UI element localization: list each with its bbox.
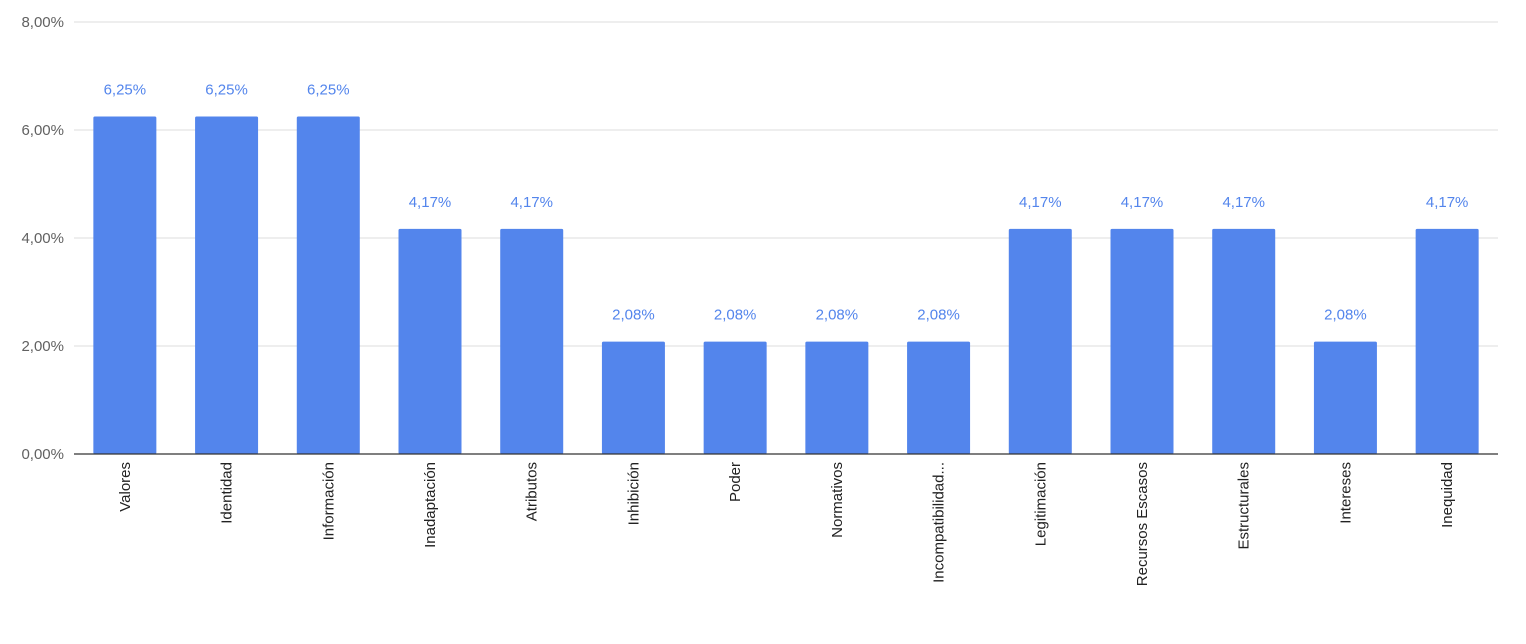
data-label: 2,08% bbox=[816, 307, 859, 324]
x-category-label: Incompatibilidad... bbox=[931, 462, 948, 583]
data-label: 6,25% bbox=[205, 82, 248, 99]
bar bbox=[1212, 228, 1276, 454]
bar bbox=[500, 228, 564, 454]
bar bbox=[1415, 228, 1479, 454]
bar bbox=[93, 116, 157, 454]
x-category-label: Estructurales bbox=[1236, 462, 1253, 550]
x-category-label: Recursos Escasos bbox=[1134, 462, 1151, 586]
bar bbox=[1313, 341, 1377, 454]
data-label: 2,08% bbox=[714, 307, 757, 324]
data-label: 6,25% bbox=[307, 82, 350, 99]
x-category-label: Identidad bbox=[219, 462, 236, 524]
data-label: 4,17% bbox=[409, 194, 452, 211]
x-category-label: Atributos bbox=[524, 462, 541, 521]
bar bbox=[805, 341, 869, 454]
data-label: 4,17% bbox=[510, 194, 553, 211]
bar bbox=[703, 341, 767, 454]
data-label: 2,08% bbox=[612, 307, 655, 324]
bar bbox=[296, 116, 360, 454]
x-category-label: Poder bbox=[727, 462, 744, 502]
bar bbox=[601, 341, 665, 454]
x-category-label: Inequidad bbox=[1439, 462, 1456, 528]
bars bbox=[93, 116, 1479, 454]
data-label: 6,25% bbox=[104, 82, 147, 99]
x-axis-category-labels: Valores Identidad Información Inadaptación A… bbox=[117, 462, 1456, 586]
data-label: 4,17% bbox=[1426, 194, 1469, 211]
bar bbox=[398, 228, 462, 454]
data-label: 4,17% bbox=[1121, 194, 1164, 211]
x-category-label: Legitimación bbox=[1032, 462, 1049, 546]
y-tick-label: 2,00% bbox=[21, 338, 64, 355]
x-category-label: Intereses bbox=[1337, 462, 1354, 524]
data-label: 2,08% bbox=[917, 307, 960, 324]
bar bbox=[907, 341, 971, 454]
x-category-label: Normativos bbox=[829, 462, 846, 538]
y-tick-label: 0,00% bbox=[21, 446, 64, 463]
data-label: 4,17% bbox=[1019, 194, 1062, 211]
data-label: 4,17% bbox=[1222, 194, 1265, 211]
x-category-label: Valores bbox=[117, 462, 134, 512]
bar bbox=[1110, 228, 1174, 454]
gridlines bbox=[74, 21, 1498, 347]
bar bbox=[195, 116, 259, 454]
data-label: 2,08% bbox=[1324, 307, 1367, 324]
x-category-label: Información bbox=[320, 462, 337, 540]
bar bbox=[1008, 228, 1072, 454]
x-category-label: Inhibición bbox=[625, 462, 642, 525]
y-tick-label: 8,00% bbox=[21, 14, 64, 31]
x-category-label: Inadaptación bbox=[422, 462, 439, 548]
y-tick-label: 6,00% bbox=[21, 122, 64, 139]
y-tick-label: 4,00% bbox=[21, 230, 64, 247]
y-axis-tick-labels: 0,00% 2,00% 4,00% 6,00% 8,00% bbox=[21, 14, 64, 463]
data-labels: 6,25% 6,25% 6,25% 4,17% 4,17% 2,08% 2,08% 2,08%… bbox=[104, 82, 1469, 324]
